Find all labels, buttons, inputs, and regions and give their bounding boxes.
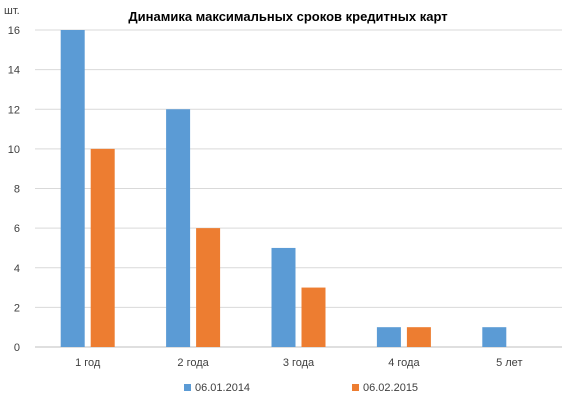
- bar-1-4: [376, 327, 401, 347]
- x-tick-label: 2 года: [177, 357, 209, 369]
- y-axis-ticks: 0 2 4 6 8 10 12 14 16: [8, 25, 20, 354]
- bar-1-1: [60, 30, 85, 347]
- bar-2-4: [406, 327, 431, 347]
- y-axis-unit-label: шт.: [4, 5, 20, 17]
- y-tick-label: 2: [14, 302, 20, 314]
- gridlines: [35, 29, 562, 348]
- legend-label: 06.01.2014: [195, 382, 250, 394]
- y-tick-label: 0: [14, 342, 20, 354]
- y-tick-label: 12: [8, 104, 20, 116]
- bar-1-5: [482, 327, 507, 347]
- legend-swatch: [184, 384, 191, 391]
- x-axis-ticks: 1 год 2 года 3 года 4 года 5 лет: [75, 357, 522, 369]
- bar-2-1: [90, 148, 115, 347]
- legend-label: 06.02.2015: [363, 382, 418, 394]
- bar-2-2: [196, 228, 221, 347]
- chart-title: Динамика максимальных сроков кредитных к…: [128, 9, 447, 24]
- y-tick-label: 6: [14, 223, 20, 235]
- x-tick-label: 5 лет: [496, 357, 522, 369]
- y-tick-label: 16: [8, 25, 20, 37]
- y-tick-label: 8: [14, 184, 20, 196]
- y-tick-label: 14: [8, 65, 20, 77]
- y-tick-label: 10: [8, 144, 20, 156]
- bars: [60, 30, 507, 347]
- bar-2-3: [301, 287, 326, 347]
- bar-1-2: [166, 109, 191, 347]
- bar-1-3: [271, 247, 296, 347]
- x-tick-label: 4 года: [388, 357, 420, 369]
- x-tick-label: 1 год: [75, 357, 101, 369]
- y-tick-label: 4: [14, 263, 20, 275]
- x-tick-label: 3 года: [283, 357, 315, 369]
- legend: 06.01.2014 06.02.2015: [184, 382, 418, 394]
- legend-swatch: [352, 384, 359, 391]
